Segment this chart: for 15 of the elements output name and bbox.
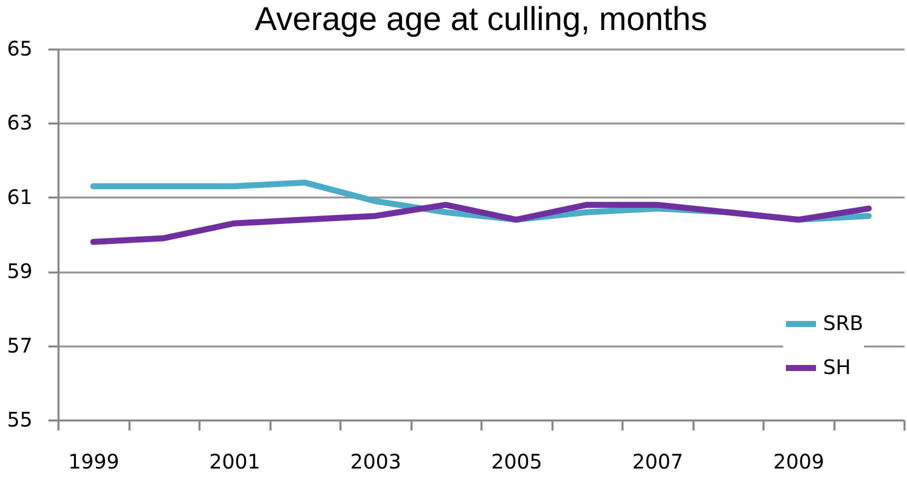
y-tick-label: 61 bbox=[7, 184, 32, 209]
y-tick-label: 63 bbox=[7, 110, 32, 135]
y-tick-label: 57 bbox=[7, 333, 32, 358]
y-tick-label: 55 bbox=[7, 408, 32, 432]
y-tick-label: 65 bbox=[7, 36, 32, 60]
x-tick-label: 1999 bbox=[68, 450, 120, 474]
x-tick-label: 2009 bbox=[773, 450, 824, 474]
y-tick-label: 59 bbox=[7, 259, 32, 284]
x-tick-label: 2001 bbox=[209, 450, 260, 474]
legend-label: SRB bbox=[823, 311, 864, 335]
chart-title: Average age at culling, months bbox=[254, 0, 708, 37]
x-tick-label: 2005 bbox=[491, 450, 542, 474]
x-tick-label: 2007 bbox=[632, 450, 684, 474]
legend-label: SH bbox=[823, 355, 851, 379]
x-tick-label: 2003 bbox=[350, 450, 402, 474]
